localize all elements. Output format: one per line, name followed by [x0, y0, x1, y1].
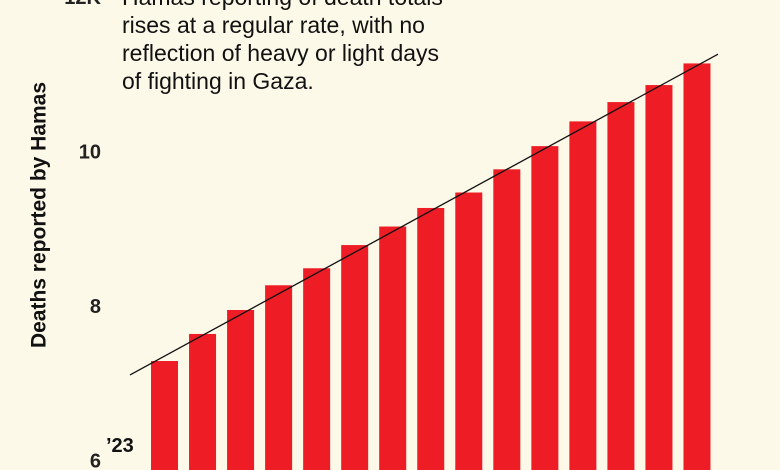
- bar: [379, 226, 407, 470]
- trend-line: [129, 53, 719, 376]
- bar: [683, 63, 711, 470]
- bar: [531, 146, 559, 470]
- annotation-line: reflection of heavy or light days: [122, 40, 439, 66]
- bar: [569, 121, 597, 470]
- bar: [493, 169, 521, 470]
- y-tick-label: 6: [90, 451, 101, 470]
- bar: [607, 102, 635, 470]
- bar: [151, 361, 179, 470]
- annotation-line: rises at a regular rate, with no: [122, 12, 425, 38]
- bar: [189, 333, 217, 470]
- annotation-line: Hamas reporting of death totals: [122, 0, 443, 10]
- y-tick-label: 8: [90, 296, 101, 318]
- bar: [455, 192, 483, 470]
- y-tick-label: 10: [79, 141, 101, 163]
- annotation-line: of fighting in Gaza.: [122, 68, 314, 94]
- y-axis-label: Deaths reported by Hamas: [28, 82, 51, 348]
- bar: [227, 309, 255, 470]
- bar: [265, 285, 293, 470]
- bar: [303, 268, 331, 470]
- bar: [645, 85, 673, 470]
- year-label: ’23: [106, 435, 134, 457]
- bar: [417, 207, 445, 470]
- y-tick-label: 12K: [64, 0, 101, 9]
- bar: [341, 245, 369, 470]
